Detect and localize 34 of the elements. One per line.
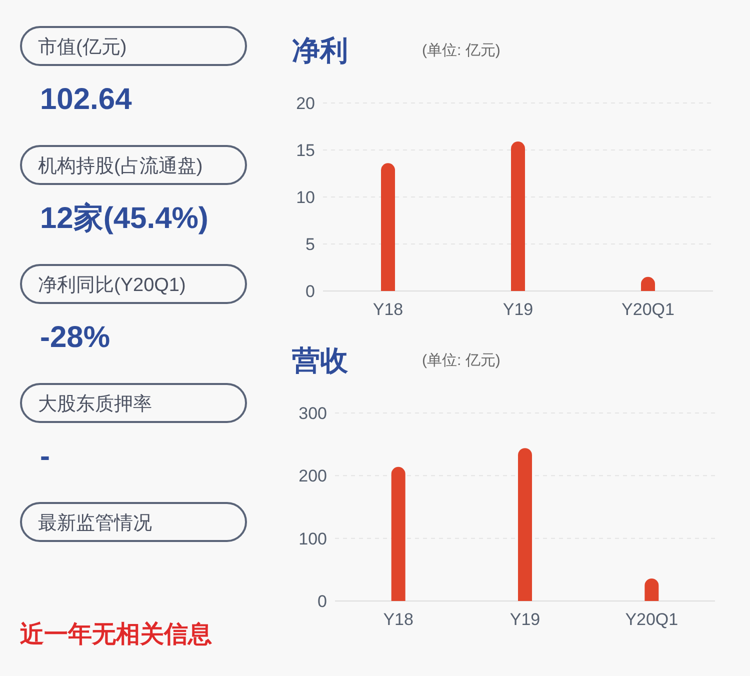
- chart-subtitle: (单位: 亿元): [422, 352, 500, 369]
- y-tick-label: 300: [298, 404, 327, 423]
- y-tick-label: 0: [306, 282, 315, 301]
- text: 最新监管情况: [38, 512, 152, 534]
- y-tick-label: 20: [296, 94, 315, 113]
- text: 12家(45.4%): [40, 201, 208, 235]
- text: 机构持股(占流通盘): [38, 155, 203, 177]
- y-tick-label: 100: [298, 529, 327, 548]
- chart-subtitle: (单位: 亿元): [422, 42, 500, 59]
- y-tick-label: 0: [318, 592, 327, 611]
- text: 近一年无相关信息: [20, 621, 212, 648]
- y-tick-label: 10: [296, 188, 315, 207]
- bar: [391, 466, 406, 601]
- bar: [511, 142, 525, 291]
- bar: [644, 578, 659, 601]
- bar: [518, 448, 532, 601]
- y-tick-label: 5: [306, 235, 315, 254]
- x-tick-label: Y20Q1: [622, 300, 674, 319]
- y-tick-label: 15: [296, 141, 315, 160]
- chart-title: 净利: [292, 35, 348, 66]
- bar: [381, 163, 395, 291]
- text: -28%: [40, 321, 110, 354]
- x-tick-label: Y18: [383, 610, 414, 629]
- text: 102.64: [40, 83, 132, 116]
- x-tick-label: Y20Q1: [625, 610, 678, 629]
- text: 市值(亿元): [38, 36, 127, 58]
- x-tick-label: Y19: [510, 610, 540, 629]
- text: 净利同比(Y20Q1): [38, 275, 186, 296]
- y-tick-label: 200: [298, 466, 327, 486]
- chart-title: 营收: [291, 345, 349, 376]
- x-tick-label: Y19: [502, 300, 534, 319]
- x-tick-label: Y18: [372, 300, 404, 319]
- text: -: [40, 440, 50, 473]
- text: 大股东质押率: [38, 393, 152, 415]
